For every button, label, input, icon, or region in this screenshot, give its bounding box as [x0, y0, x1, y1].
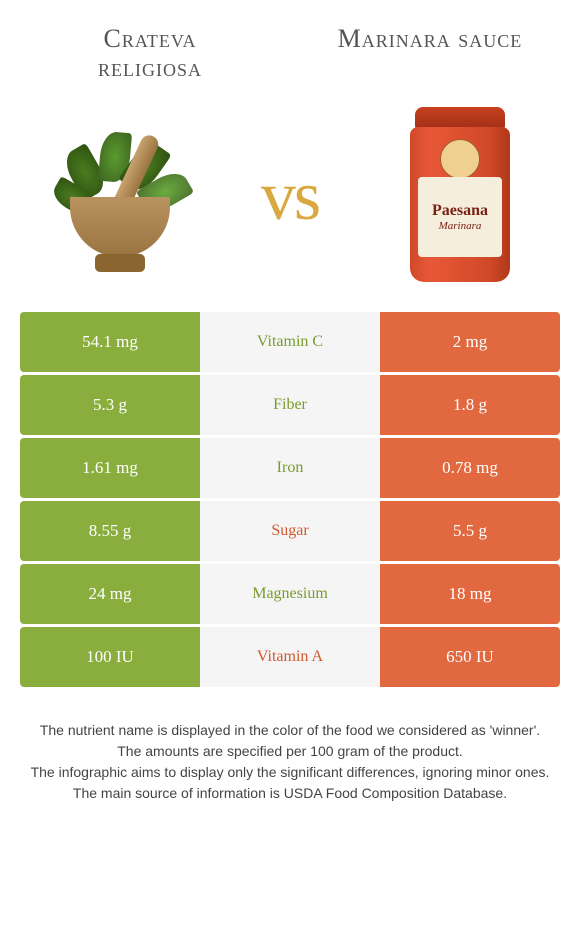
left-food-title: Crateva religiosa — [50, 25, 250, 82]
right-value: 650 IU — [380, 627, 560, 687]
left-value: 1.61 mg — [20, 438, 200, 498]
table-row: 100 IUVitamin A650 IU — [20, 627, 560, 687]
right-value: 0.78 mg — [380, 438, 560, 498]
nutrient-name: Vitamin C — [200, 312, 380, 372]
right-food-image: Paesana Marinara — [380, 107, 540, 287]
table-row: 5.3 gFiber1.8 g — [20, 375, 560, 435]
left-food-image — [40, 107, 200, 287]
nutrient-name: Sugar — [200, 501, 380, 561]
right-value: 2 mg — [380, 312, 560, 372]
right-value: 1.8 g — [380, 375, 560, 435]
nutrient-name: Vitamin A — [200, 627, 380, 687]
vs-text: vs — [261, 157, 319, 237]
nutrient-name: Iron — [200, 438, 380, 498]
images-row: vs Paesana Marinara — [0, 92, 580, 312]
left-value: 24 mg — [20, 564, 200, 624]
table-row: 1.61 mgIron0.78 mg — [20, 438, 560, 498]
nutrient-name: Fiber — [200, 375, 380, 435]
nutrient-name: Magnesium — [200, 564, 380, 624]
footer-notes: The nutrient name is displayed in the co… — [0, 690, 580, 804]
right-value: 5.5 g — [380, 501, 560, 561]
table-row: 8.55 gSugar5.5 g — [20, 501, 560, 561]
footer-line: The main source of information is USDA F… — [20, 783, 560, 804]
footer-line: The nutrient name is displayed in the co… — [20, 720, 560, 741]
header: Crateva religiosa Marinara sauce — [0, 0, 580, 92]
jar-brand: Paesana — [432, 202, 488, 220]
right-food-title: Marinara sauce — [330, 25, 530, 82]
mortar-icon — [50, 117, 190, 277]
table-row: 24 mgMagnesium18 mg — [20, 564, 560, 624]
right-value: 18 mg — [380, 564, 560, 624]
jar-icon: Paesana Marinara — [400, 107, 520, 287]
left-value: 54.1 mg — [20, 312, 200, 372]
jar-type: Marinara — [439, 220, 482, 232]
left-value: 100 IU — [20, 627, 200, 687]
left-value: 5.3 g — [20, 375, 200, 435]
footer-line: The amounts are specified per 100 gram o… — [20, 741, 560, 762]
comparison-table: 54.1 mgVitamin C2 mg5.3 gFiber1.8 g1.61 … — [0, 312, 580, 687]
left-value: 8.55 g — [20, 501, 200, 561]
footer-line: The infographic aims to display only the… — [20, 762, 560, 783]
table-row: 54.1 mgVitamin C2 mg — [20, 312, 560, 372]
